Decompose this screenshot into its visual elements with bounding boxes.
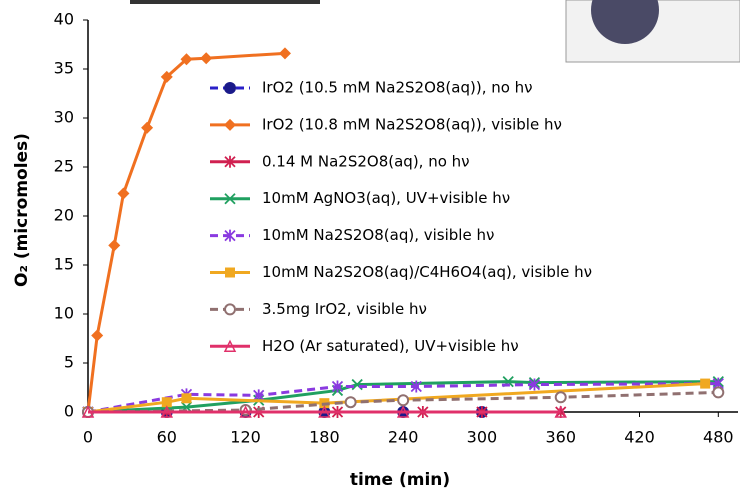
y-tick-label: 35 <box>54 59 74 78</box>
x-tick-label: 60 <box>157 428 177 447</box>
x-tick-label: 420 <box>624 428 655 447</box>
x-tick-label: 120 <box>230 428 261 447</box>
x-tick-label: 480 <box>703 428 734 447</box>
y-tick-label: 0 <box>64 402 74 421</box>
point <box>161 397 172 408</box>
point <box>200 52 213 65</box>
legend-label: IrO2 (10.8 mM Na2S2O8(aq)), visible hν <box>262 115 562 133</box>
point <box>141 121 154 134</box>
y-tick-label: 15 <box>54 255 74 274</box>
legend-label: H2O (Ar saturated), UV+visible hν <box>262 337 519 355</box>
point <box>224 118 236 131</box>
series-line <box>87 390 719 414</box>
point <box>117 187 130 200</box>
legend-label: 10mM Na2S2O8(aq), visible hν <box>262 226 494 244</box>
y-tick-label: 20 <box>54 206 74 225</box>
y-tick-label: 25 <box>54 157 74 176</box>
legend-label: 0.14 M Na2S2O8(aq), no hν <box>262 152 470 170</box>
point <box>700 378 711 389</box>
y-tick-label: 10 <box>54 304 74 323</box>
legend-label: 3.5mg IrO2, visible hν <box>262 300 427 318</box>
point <box>223 339 237 353</box>
x-tick-label: 240 <box>388 428 419 447</box>
x-tick-label: 180 <box>309 428 340 447</box>
x-axis-title: time (min) <box>350 470 450 490</box>
point <box>331 380 344 393</box>
x-tick-label: 360 <box>545 428 576 447</box>
legend-label: 10mM Na2S2O8(aq)/C4H6O4(aq), visible hν <box>262 263 592 281</box>
point <box>225 267 235 278</box>
point <box>410 380 422 393</box>
point <box>160 70 173 83</box>
point <box>396 405 410 418</box>
point <box>554 405 567 418</box>
x-tick-label: 300 <box>467 428 498 447</box>
point <box>712 386 725 399</box>
point <box>81 405 95 418</box>
photo-flask <box>591 0 659 44</box>
x-tick-label: 0 <box>83 428 93 447</box>
point <box>224 155 236 168</box>
photo-strip <box>130 0 320 4</box>
point <box>239 405 252 418</box>
point <box>224 229 236 242</box>
legend-label: 10mM AgNO3(aq), UV+visible hν <box>262 189 510 207</box>
inset-photo <box>565 0 740 63</box>
y-tick-label: 40 <box>54 10 74 29</box>
y-tick-label: 30 <box>54 108 74 127</box>
point <box>344 396 357 409</box>
point <box>160 405 174 418</box>
point <box>108 239 121 252</box>
point <box>224 82 236 94</box>
point <box>181 393 192 404</box>
point <box>224 193 236 205</box>
y-axis-title: O₂ (micromoles) <box>12 133 32 287</box>
point <box>91 329 104 342</box>
point <box>278 47 291 60</box>
y-tick-label: 5 <box>64 353 74 372</box>
point <box>528 378 541 391</box>
point <box>318 405 331 418</box>
point <box>253 389 265 402</box>
point <box>554 391 567 404</box>
point <box>397 394 410 407</box>
point <box>224 303 236 316</box>
point <box>180 53 193 66</box>
legend-label: IrO2 (10.5 mM Na2S2O8(aq)), no hν <box>262 79 533 97</box>
